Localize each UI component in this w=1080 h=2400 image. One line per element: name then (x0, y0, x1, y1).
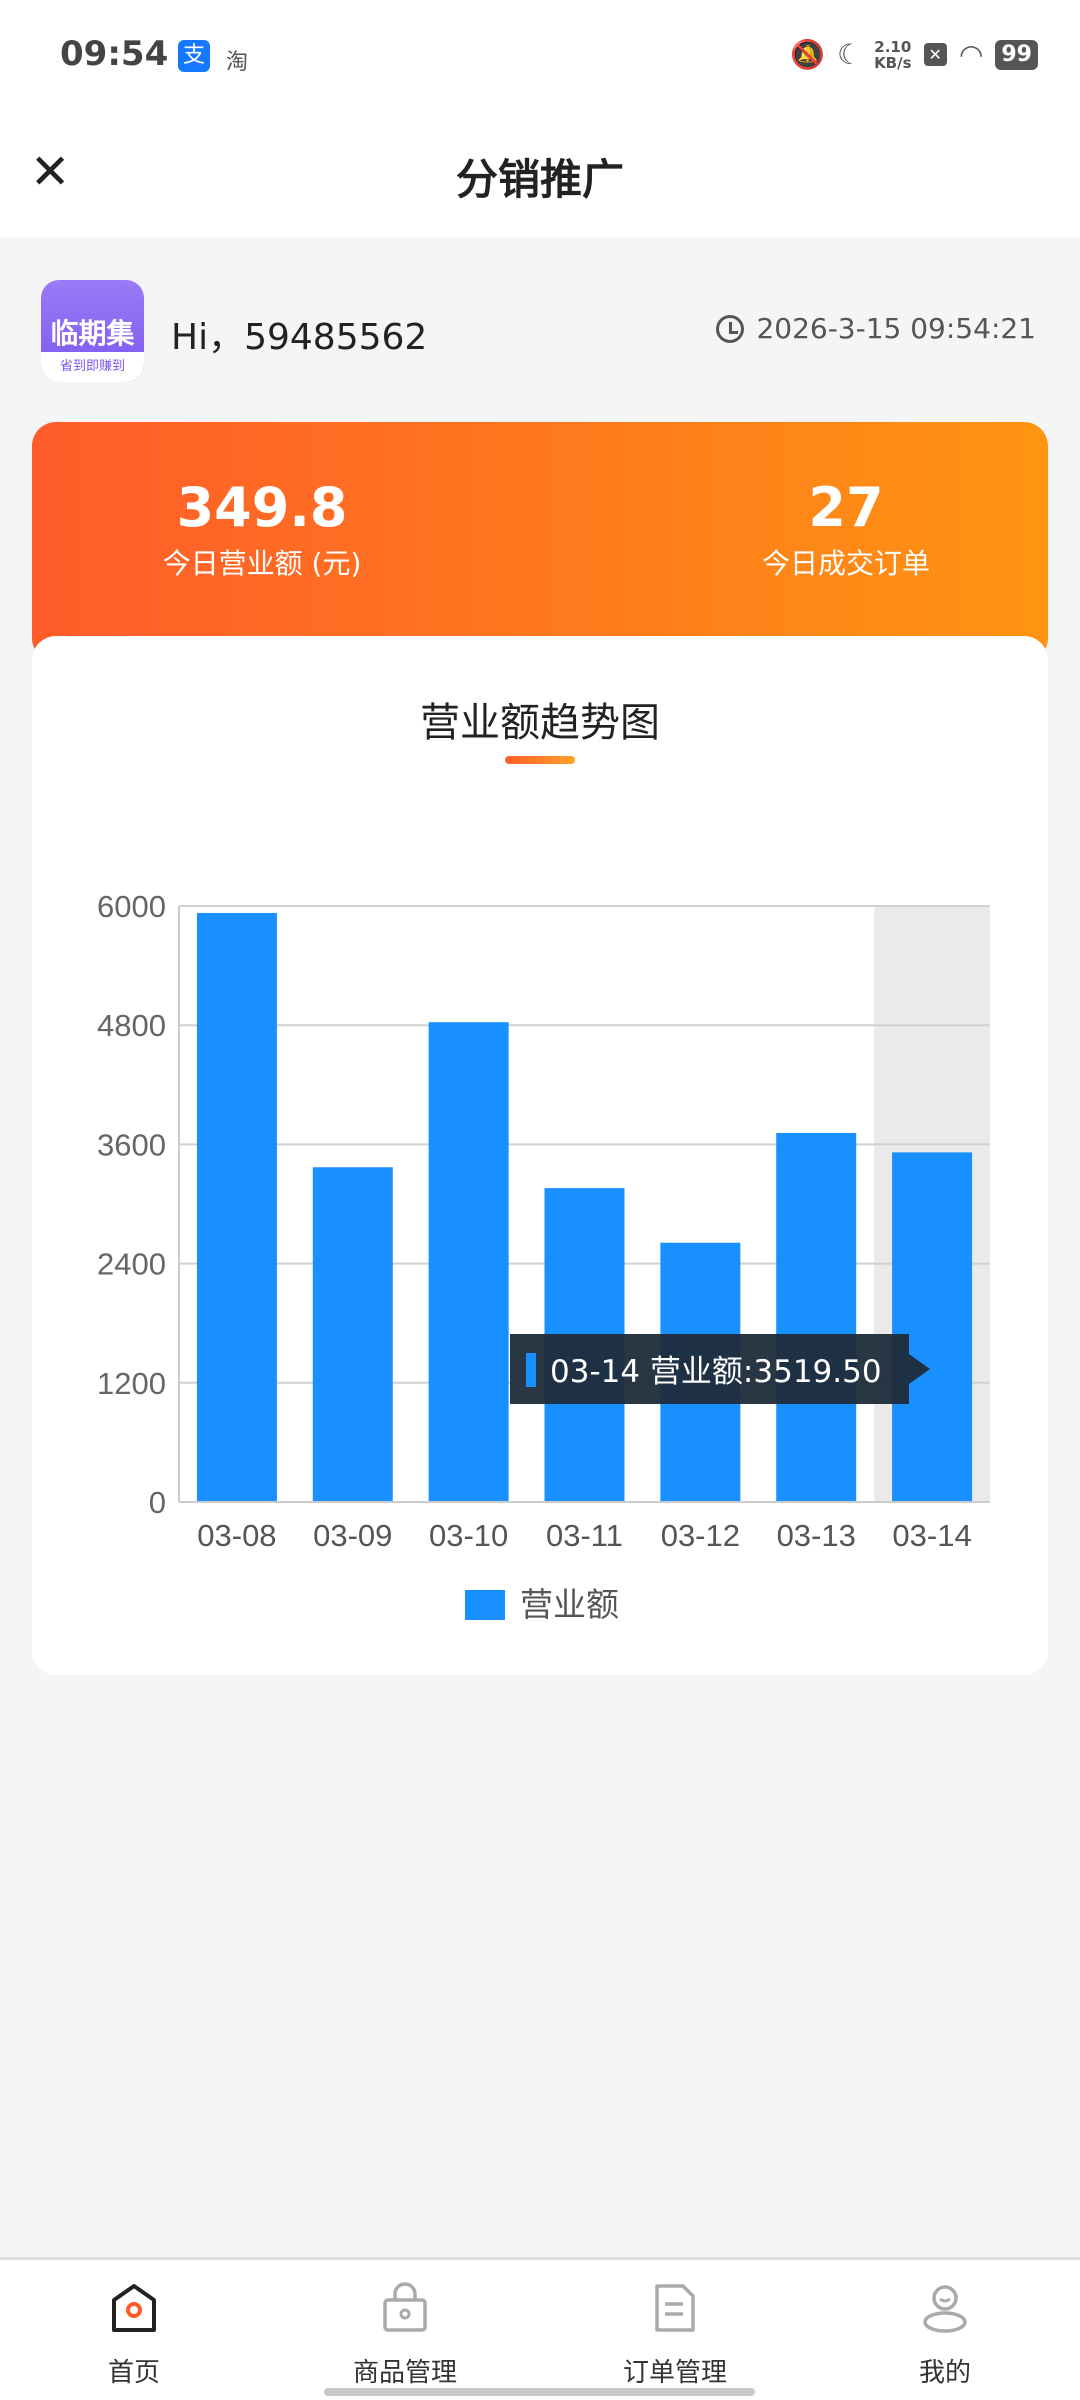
network-speed: 2.10 KB/s (874, 39, 911, 71)
avatar-slogan: 省到即赚到 (41, 352, 144, 382)
bag-icon (383, 2282, 427, 2332)
user-icon (923, 2285, 967, 2333)
y-tick-label: 6000 (97, 889, 166, 924)
avatar: 临期集 省到即赚到 (41, 280, 144, 382)
x-tick-label: 03-11 (546, 1518, 623, 1553)
status-icons: 🔕 ☾ 2.10 KB/s ✕ ◠ 99 (790, 38, 1038, 71)
stat-label: 今日营业额 (元) (162, 547, 362, 580)
tooltip-box (510, 1334, 930, 1404)
greeting: Hi，59485562 (171, 317, 428, 358)
bottom-nav: 首页 商品管理 订单管理 我的 (0, 2257, 1080, 2400)
taobao-icon: 淘 (226, 50, 249, 75)
legend-label: 营业额 (520, 1585, 619, 1624)
alipay-icon: 支 (178, 40, 210, 72)
x-tick-label: 03-14 (892, 1518, 971, 1553)
avatar-title: 临期集 (50, 317, 135, 350)
status-bar: 09:54 支 淘 🔕 ☾ 2.10 KB/s ✕ ◠ 99 (0, 0, 1080, 100)
speed-unit: KB/s (874, 53, 912, 72)
mute-icon: 🔕 (790, 38, 825, 71)
home-icon (112, 2284, 156, 2332)
header (0, 100, 1080, 237)
status-time: 09:54 (60, 34, 169, 74)
stat-today-orders: 27 今日成交订单 (696, 478, 996, 582)
bar-03-14 (892, 1152, 973, 1502)
tooltip-marker (526, 1353, 536, 1387)
close-icon[interactable]: ✕ (30, 144, 71, 200)
y-tick-label: 3600 (97, 1127, 166, 1162)
nav-products[interactable]: 商品管理 (305, 2260, 505, 2390)
bar-03-08 (196, 912, 277, 1502)
x-tick-label: 03-13 (777, 1518, 856, 1553)
battery-icon: 99 (995, 39, 1038, 70)
bar-03-09 (312, 1167, 393, 1502)
nav-label: 商品管理 (352, 2358, 457, 2388)
stats-banner: 349.8 今日营业额 (元) 27 今日成交订单 (32, 422, 1048, 662)
nav-orders[interactable]: 订单管理 (575, 2260, 775, 2390)
nav-label: 订单管理 (622, 2358, 727, 2388)
y-tick-label: 0 (149, 1485, 166, 1520)
stat-value: 349.8 (176, 476, 348, 539)
bar-03-10 (428, 1022, 509, 1502)
x-tick-label: 03-10 (429, 1518, 508, 1553)
timestamp: 2026-3-15 09:54:21 (716, 312, 1036, 345)
tooltip-text: 03-14 营业额:3519.50 (550, 1354, 882, 1390)
revenue-bar-chart[interactable]: 0 1200 2400 3600 4800 6000 03-08 03-09 03-10 03-1… (0, 0, 1080, 1700)
bar-03-13 (776, 1132, 857, 1502)
document-icon (655, 2284, 695, 2332)
nav-label: 我的 (918, 2358, 971, 2388)
timestamp-text: 2026-3-15 09:54:21 (756, 312, 1036, 345)
stat-label: 今日成交订单 (761, 547, 930, 580)
y-tick-label: 4800 (97, 1008, 166, 1043)
speed-value: 2.10 (874, 37, 912, 56)
wifi-icon: ◠ (958, 38, 984, 71)
nav-mine[interactable]: 我的 (845, 2260, 1045, 2390)
chart-title: 营业额趋势图 (420, 700, 660, 746)
nav-label: 首页 (107, 2358, 160, 2388)
moon-icon: ☾ (836, 38, 863, 71)
stat-value: 27 (808, 476, 884, 539)
y-tick-label: 2400 (97, 1247, 166, 1282)
home-indicator[interactable] (324, 2388, 755, 2396)
stat-today-revenue: 349.8 今日营业额 (元) (112, 478, 412, 582)
x-icon: ✕ (923, 43, 947, 66)
title-underline (505, 756, 575, 764)
x-tick-label: 03-09 (313, 1518, 392, 1553)
y-tick-label: 1200 (97, 1366, 166, 1401)
x-tick-label: 03-08 (197, 1518, 276, 1553)
clock-icon (716, 314, 745, 343)
nav-home[interactable]: 首页 (34, 2260, 234, 2390)
x-tick-label: 03-12 (661, 1518, 740, 1553)
legend-swatch (465, 1590, 505, 1620)
page-title: 分销推广 (455, 155, 624, 204)
